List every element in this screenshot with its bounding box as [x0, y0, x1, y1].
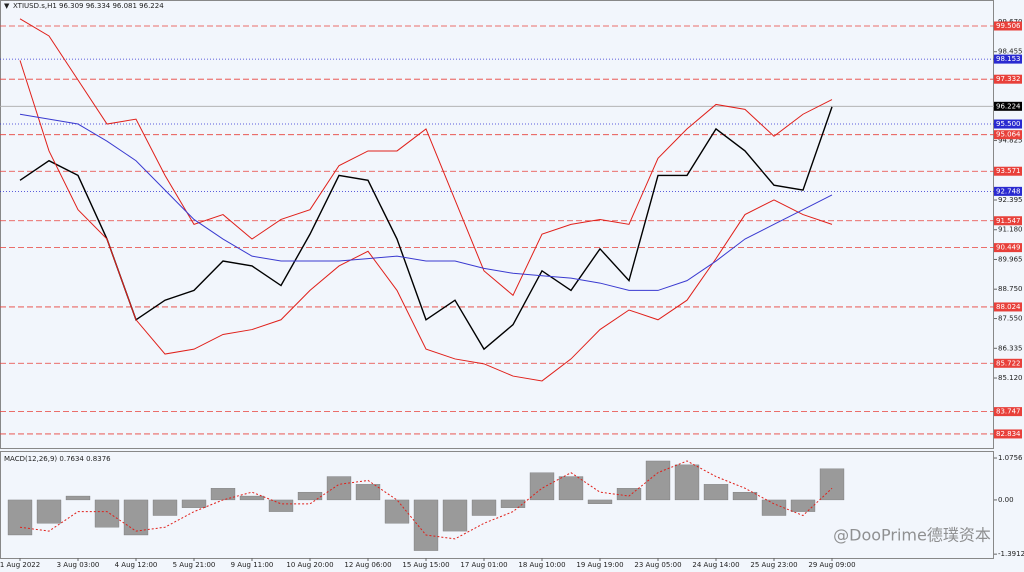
macd-bar [210, 488, 236, 501]
y-tick-label: 98.455 [998, 48, 1023, 56]
level-label: 96.224 [996, 102, 1021, 110]
price-panel [0, 0, 994, 449]
x-tick-label: 19 Aug 19:00 [576, 561, 623, 569]
x-tick-label: 4 Aug 12:00 [115, 561, 158, 569]
y-tick-label: 85.120 [998, 374, 1023, 382]
macd-bar [384, 499, 410, 524]
x-tick-label: 3 Aug 03:00 [57, 561, 100, 569]
chart-title: XTIUSD.s,H1 96.309 96.334 96.081 96.224 [13, 2, 164, 10]
marker: ▼ [4, 2, 10, 10]
macd-bar [674, 464, 700, 501]
macd-bar [297, 491, 323, 501]
y-tick-label: 86.335 [998, 344, 1023, 352]
price-line [19, 106, 833, 351]
macd-bar [7, 499, 33, 536]
x-tick-label: 18 Aug 10:00 [518, 561, 565, 569]
indicator-line [19, 60, 833, 382]
level-label: 95.064 [996, 131, 1021, 139]
x-tick-label: 17 Aug 01:00 [460, 561, 507, 569]
macd-bar [761, 499, 787, 516]
macd-bar [587, 499, 613, 504]
y-tick-label: 92.395 [998, 196, 1023, 204]
macd-bar [239, 495, 265, 501]
macd-bar [558, 476, 584, 501]
x-tick-label: 12 Aug 06:00 [344, 561, 391, 569]
macd-bar [94, 499, 120, 528]
x-tick-label: 10 Aug 20:00 [286, 561, 333, 569]
macd-bar [790, 499, 816, 512]
y-tick-label: 89.965 [998, 255, 1023, 263]
level-box [994, 54, 1022, 64]
macd-bar [732, 491, 758, 501]
macd-bar [529, 472, 555, 501]
level-box [994, 186, 1022, 196]
macd-bar [181, 499, 207, 508]
level-label: 99.506 [996, 22, 1021, 30]
macd-bar [152, 499, 178, 516]
macd-bar [355, 484, 381, 501]
level-box [994, 429, 1022, 439]
level-box [994, 166, 1022, 176]
watermark: @DooPrime德璞资本 [833, 526, 991, 545]
x-tick-label: 25 Aug 23:00 [750, 561, 797, 569]
macd-bar [471, 499, 497, 516]
indicator-line [19, 18, 833, 297]
level-label: 95.500 [996, 120, 1021, 128]
level-label: 82.834 [996, 430, 1021, 438]
macd-title: MACD(12,26,9) 0.7634 0.8376 [4, 455, 111, 463]
y-tick-label: 94.825 [998, 137, 1023, 145]
macd-bar [819, 468, 845, 501]
macd-bar [268, 499, 294, 512]
y-tick-label: 1.0756 [998, 454, 1023, 462]
level-label: 92.748 [996, 187, 1021, 195]
level-label: 85.722 [996, 359, 1021, 367]
indicator-line [19, 113, 833, 291]
y-tick-label: 87.550 [998, 315, 1023, 323]
level-box [994, 74, 1022, 84]
y-tick-label: -1.3912 [998, 550, 1024, 558]
level-box [994, 101, 1022, 111]
level-box [994, 407, 1022, 417]
x-tick-label: 9 Aug 11:00 [231, 561, 274, 569]
level-label: 93.571 [996, 167, 1021, 175]
x-tick-label: 5 Aug 21:00 [173, 561, 216, 569]
x-tick-label: 24 Aug 14:00 [692, 561, 739, 569]
level-box [994, 358, 1022, 368]
macd-bar [413, 499, 439, 551]
macd-bar [36, 499, 62, 524]
y-tick-label: 91.180 [998, 226, 1023, 234]
macd-panel [0, 451, 994, 559]
y-tick-label: 88.750 [998, 285, 1023, 293]
y-tick-label: 0.00 [998, 496, 1014, 504]
signal-line [19, 460, 833, 540]
level-label: 98.153 [996, 55, 1021, 63]
level-box [994, 119, 1022, 129]
x-tick-label: 15 Aug 15:00 [402, 561, 449, 569]
level-box [994, 302, 1022, 312]
macd-bar [442, 499, 468, 532]
level-label: 91.547 [996, 217, 1021, 225]
x-tick-label: 1 Aug 2022 [0, 561, 40, 569]
level-label: 88.024 [996, 303, 1021, 311]
level-label: 83.747 [996, 408, 1021, 416]
level-label: 97.332 [996, 75, 1021, 83]
level-box [994, 243, 1022, 253]
level-box [994, 21, 1022, 31]
macd-bar [703, 484, 729, 501]
macd-bar [616, 488, 642, 501]
macd-bar [500, 499, 526, 508]
x-tick-label: 29 Aug 09:00 [808, 561, 855, 569]
x-tick-label: 23 Aug 05:00 [634, 561, 681, 569]
level-box [994, 216, 1022, 226]
macd-bar [645, 460, 671, 501]
macd-bar [326, 476, 352, 501]
macd-bar [123, 499, 149, 536]
level-box [994, 130, 1022, 140]
level-label: 90.449 [996, 244, 1021, 252]
macd-bar [65, 495, 91, 501]
